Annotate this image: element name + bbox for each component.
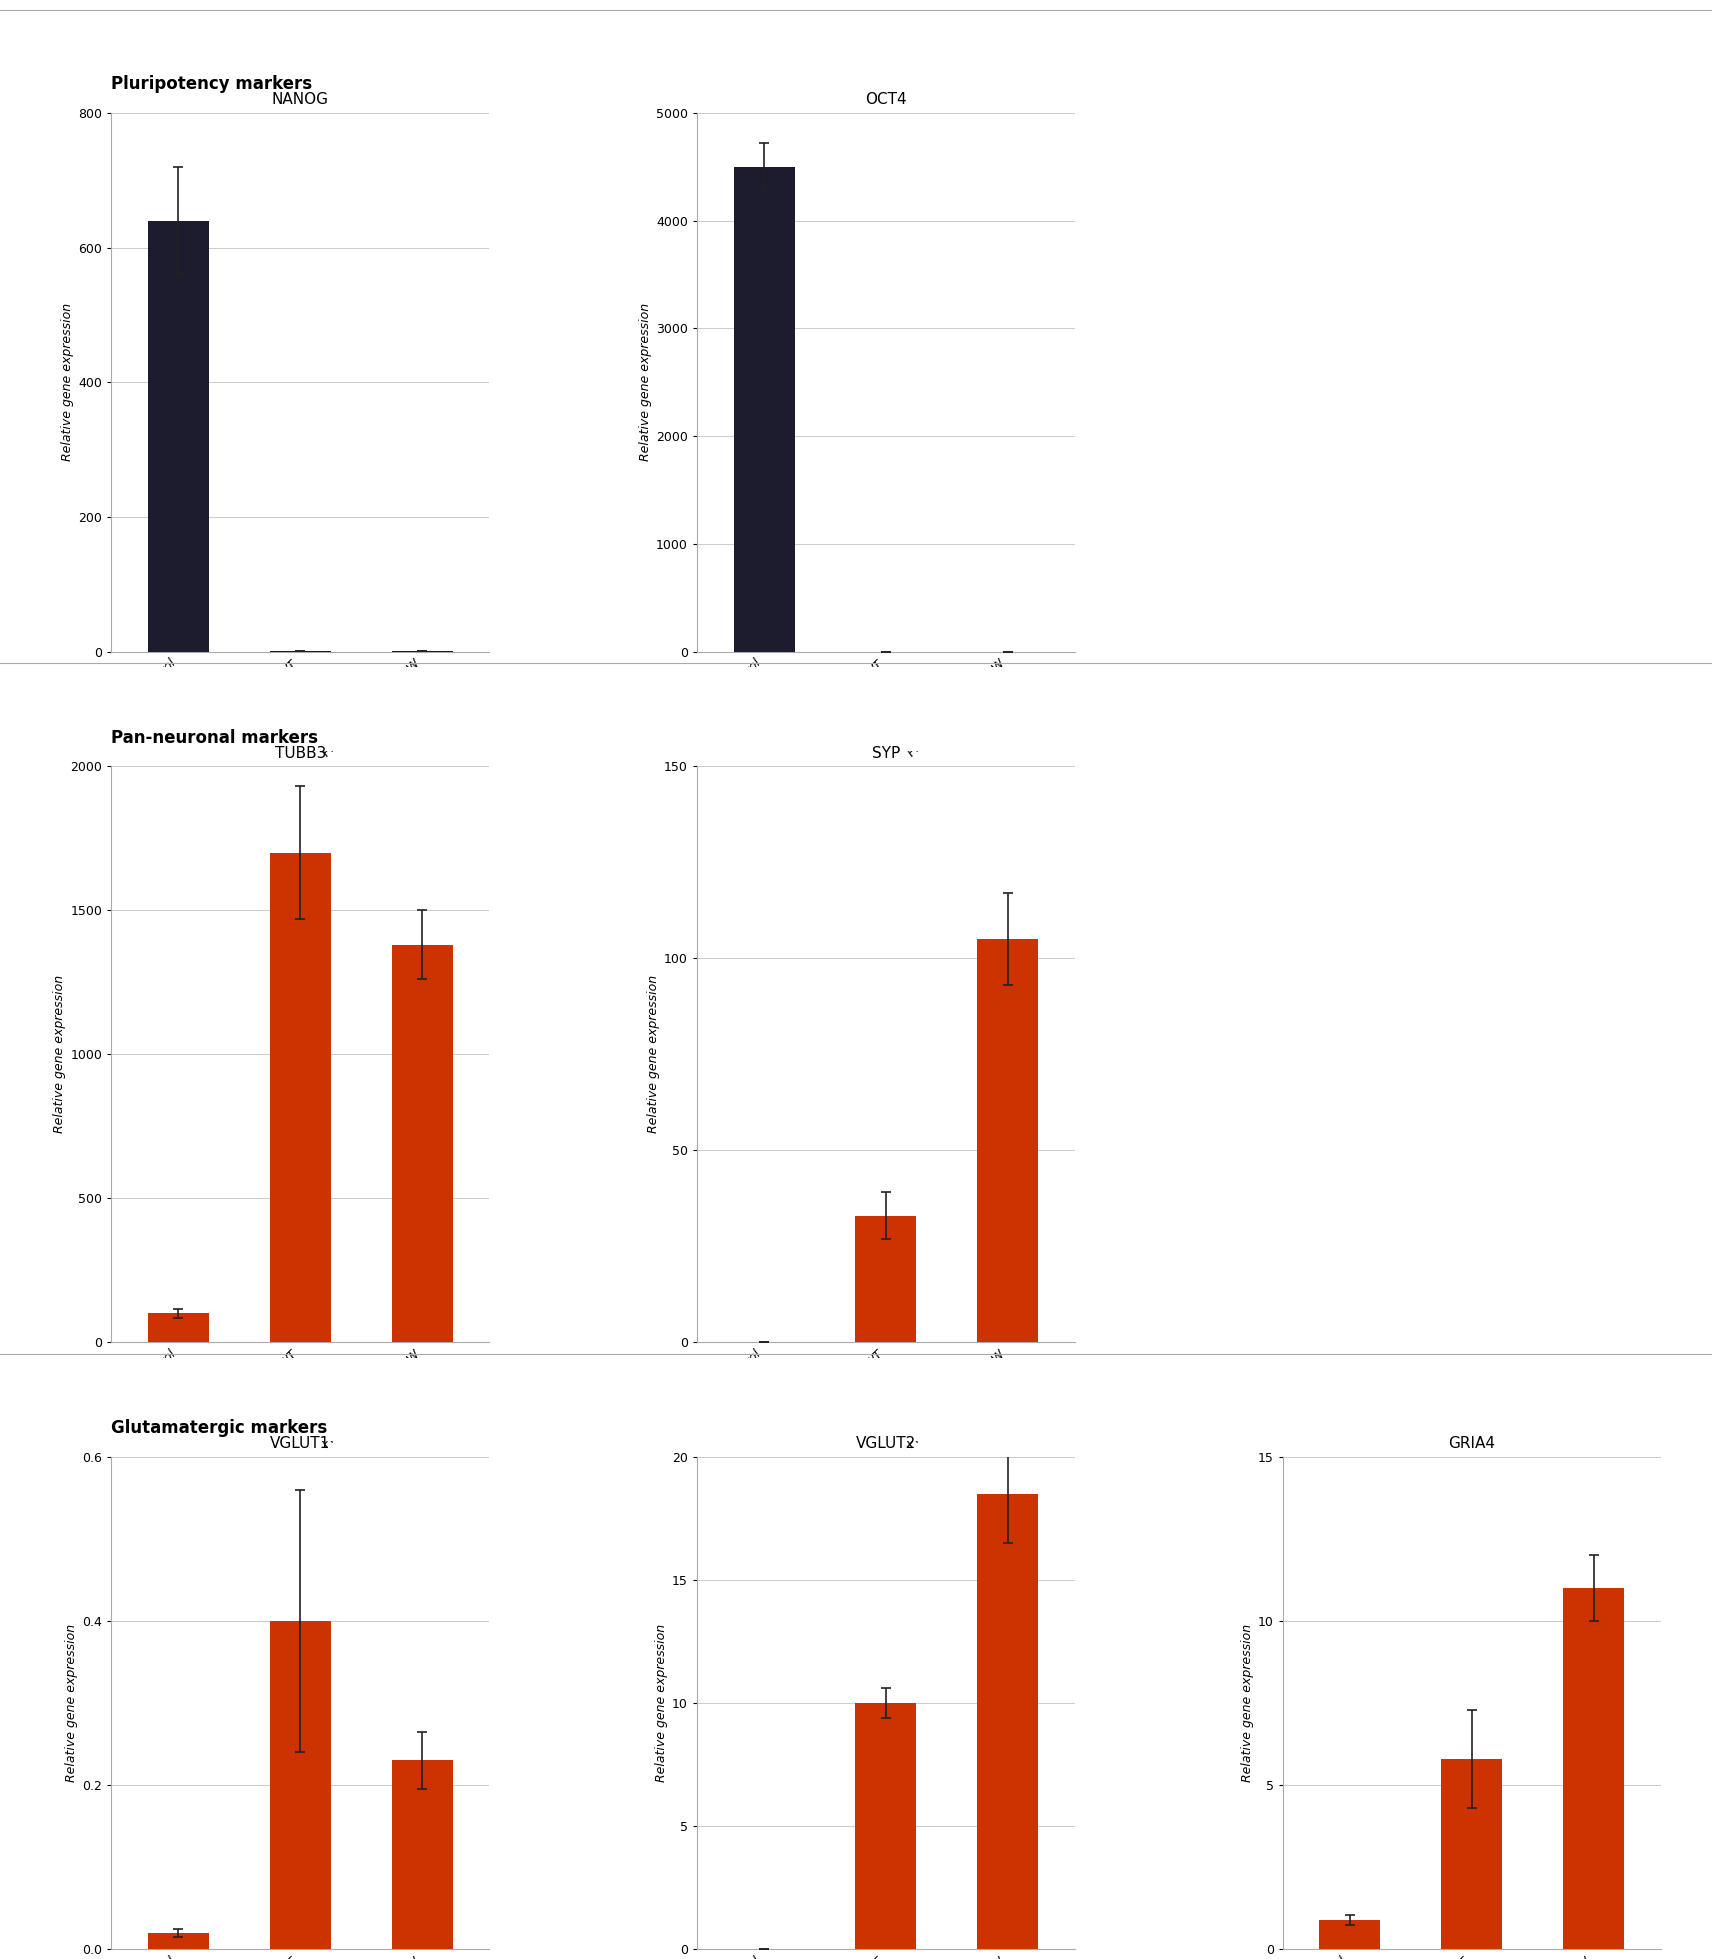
Bar xyxy=(270,1620,330,1949)
Title: GRIA4: GRIA4 xyxy=(1448,1436,1495,1452)
Y-axis label: Relative gene expression: Relative gene expression xyxy=(656,1624,668,1783)
Bar xyxy=(978,1495,1039,1949)
Title: VGLUT2: VGLUT2 xyxy=(856,1436,916,1452)
Y-axis label: Relative gene expression: Relative gene expression xyxy=(639,304,652,460)
Bar xyxy=(147,221,209,652)
Y-axis label: Relative gene expression: Relative gene expression xyxy=(65,1624,79,1783)
Bar xyxy=(270,852,330,1342)
Text: Pan-neuronal markers: Pan-neuronal markers xyxy=(111,729,318,746)
Y-axis label: Relative gene expression: Relative gene expression xyxy=(53,976,67,1134)
Title: VGLUT1: VGLUT1 xyxy=(270,1436,330,1452)
Bar xyxy=(978,938,1039,1342)
Bar xyxy=(1320,1920,1380,1949)
Bar xyxy=(733,167,794,652)
Y-axis label: Relative gene expression: Relative gene expression xyxy=(1241,1624,1253,1783)
Bar xyxy=(856,1702,916,1949)
Y-axis label: Relative gene expression: Relative gene expression xyxy=(647,976,659,1134)
Text: Glutamatergic markers: Glutamatergic markers xyxy=(111,1418,327,1438)
Bar xyxy=(147,1313,209,1342)
Bar xyxy=(856,1215,916,1342)
Text: Pluripotency markers: Pluripotency markers xyxy=(111,74,312,94)
Title: TUBB3: TUBB3 xyxy=(274,746,325,760)
Title: NANOG: NANOG xyxy=(272,92,329,108)
Bar xyxy=(1442,1759,1501,1949)
Y-axis label: Relative gene expression: Relative gene expression xyxy=(62,304,74,460)
Bar xyxy=(147,1934,209,1949)
Title: SYP: SYP xyxy=(871,746,901,760)
Bar xyxy=(1563,1589,1625,1949)
Title: OCT4: OCT4 xyxy=(865,92,907,108)
Bar xyxy=(392,1761,452,1949)
Bar xyxy=(392,944,452,1342)
